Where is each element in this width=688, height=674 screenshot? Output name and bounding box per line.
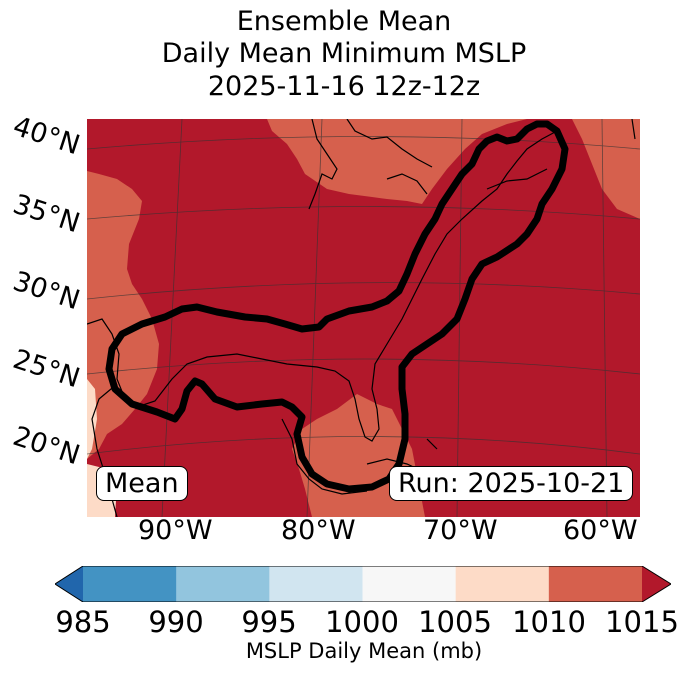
contour-1015 [105,120,569,493]
colorbar-tick-995: 995 [241,605,297,639]
colorbar-tick-985: 985 [55,605,111,639]
lat-label-25: 25°N [9,343,84,395]
colorbar-segment [269,566,363,602]
colorbar-segment [548,566,643,602]
mean-label-box: Mean [96,466,188,501]
lon-label-60w: 60°W [563,515,638,546]
colorbar-segment [176,566,270,602]
lat-label-20: 20°N [9,420,84,472]
lon-label-70w: 70°W [423,515,498,546]
colorbar-segment [455,566,550,602]
run-date-box: Run: 2025-10-21 [389,466,634,501]
colorbar-tick-1010: 1010 [512,605,586,639]
colorbar-extend-high [642,566,671,602]
title-line-3: 2025-11-16 12z-12z [207,71,481,102]
colorbar-tick-1015: 1015 [605,605,679,639]
colorbar-tick-1005: 1005 [418,605,492,639]
title-line-1: Ensemble Mean [236,6,452,37]
colorbar-extend-low [55,566,83,602]
lat-label-40: 40°N [9,110,84,162]
colorbar-tick-1000: 1000 [325,605,399,639]
lat-label-35: 35°N [9,188,84,240]
lat-label-30: 30°N [9,265,84,317]
lon-label-90w: 90°W [138,515,213,546]
colorbar [55,566,671,602]
colorbar-label: MSLP Daily Mean (mb) [245,639,483,663]
field-above-1015 [87,119,640,517]
map-panel [87,119,640,517]
title-line-2: Daily Mean Minimum MSLP [161,38,527,69]
colorbar-segment [362,566,457,602]
colorbar-tick-990: 990 [148,605,204,639]
lon-label-80w: 80°W [281,515,356,546]
colorbar-segment [83,566,177,602]
